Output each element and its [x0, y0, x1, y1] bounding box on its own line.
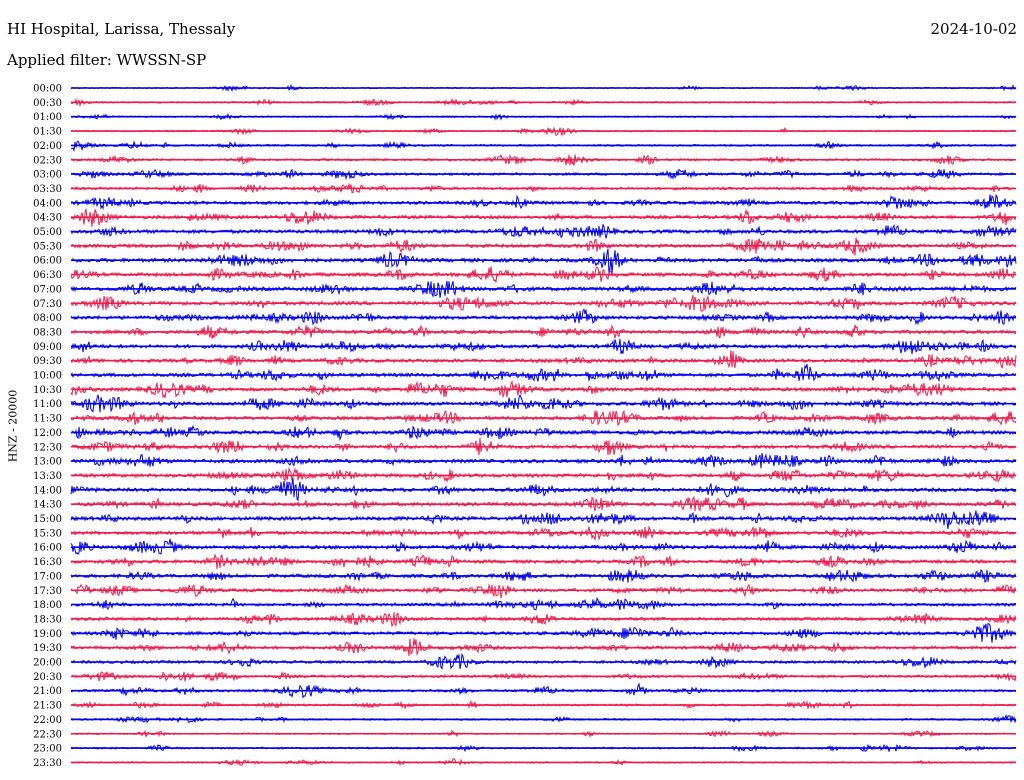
time-label: 20:30: [33, 672, 62, 683]
time-label: 02:00: [33, 141, 62, 152]
time-label: 09:00: [33, 342, 62, 353]
time-label: 01:00: [33, 112, 62, 123]
time-label: 09:30: [33, 356, 62, 367]
filter-label: Applied filter: WWSSN-SP: [7, 51, 207, 69]
time-label: 15:00: [33, 514, 62, 525]
seismic-traces: [70, 83, 1017, 767]
trace-line: [70, 280, 1017, 298]
time-label: 12:00: [33, 428, 62, 439]
trace-line: [70, 363, 1017, 383]
time-label: 00:00: [33, 84, 62, 95]
station-title: HI Hospital, Larissa, Thessaly: [7, 20, 236, 38]
time-label: 08:00: [33, 313, 62, 324]
time-label: 22:30: [33, 729, 62, 740]
time-label: 11:30: [33, 414, 62, 425]
time-label: 05:00: [33, 227, 62, 238]
time-label: 17:30: [33, 586, 62, 597]
trace-line: [70, 350, 1017, 369]
trace-line: [70, 308, 1017, 326]
time-label: 21:00: [33, 686, 62, 697]
time-label: 06:00: [33, 256, 62, 267]
time-label: 08:30: [33, 327, 62, 338]
time-label: 03:30: [33, 184, 62, 195]
time-label: 15:30: [33, 528, 62, 539]
trace-line: [70, 248, 1017, 275]
time-label: 10:00: [33, 371, 62, 382]
time-label: 11:00: [33, 399, 62, 410]
time-label: 18:30: [33, 614, 62, 625]
time-label: 06:30: [33, 270, 62, 281]
time-labels: 00:00 00:30 01:00 01:30 02:00 02:30 03:00 03:30…: [33, 84, 62, 769]
trace-line: [70, 583, 1017, 599]
time-label: 19:30: [33, 643, 62, 654]
time-label: 19:00: [33, 629, 62, 640]
time-label: 14:00: [33, 485, 62, 496]
channel-label: HNZ - 20000: [6, 389, 20, 463]
time-label: 04:00: [33, 198, 62, 209]
trace-line: [70, 510, 1017, 529]
time-label: 20:00: [33, 658, 62, 669]
time-label: 14:30: [33, 500, 62, 511]
trace-line: [70, 194, 1017, 211]
time-label: 10:30: [33, 385, 62, 396]
time-label: 07:30: [33, 299, 62, 310]
time-label: 21:30: [33, 701, 62, 712]
time-label: 16:30: [33, 557, 62, 568]
time-label: 07:00: [33, 284, 62, 295]
time-label: 13:30: [33, 471, 62, 482]
time-label: 00:30: [33, 98, 62, 109]
time-label: 22:00: [33, 715, 62, 726]
time-label: 13:00: [33, 457, 62, 468]
time-label: 05:30: [33, 241, 62, 252]
time-label: 23:00: [33, 744, 62, 755]
time-label: 03:00: [33, 170, 62, 181]
time-label: 12:30: [33, 442, 62, 453]
time-label: 02:30: [33, 155, 62, 166]
time-label: 04:30: [33, 213, 62, 224]
time-label: 23:30: [33, 758, 62, 769]
time-label: 17:00: [33, 571, 62, 582]
date-label: 2024-10-02: [930, 20, 1017, 38]
time-label: 16:00: [33, 543, 62, 554]
time-label: 01:30: [33, 127, 62, 138]
time-label: 18:00: [33, 600, 62, 611]
